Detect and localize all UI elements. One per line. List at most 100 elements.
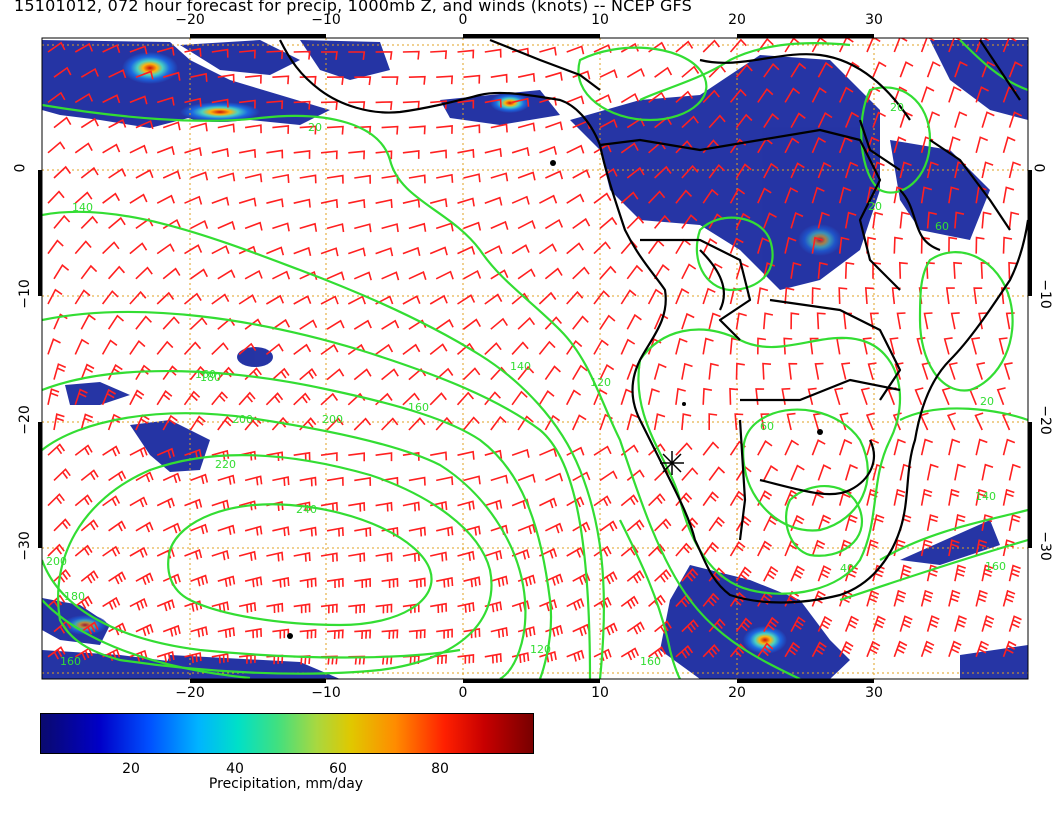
wind-barb [786, 412, 796, 431]
wind-barb [457, 450, 475, 460]
wind-barb [184, 549, 203, 560]
wind-barb [954, 615, 967, 632]
lon-tick-bottom: 0 [458, 685, 468, 701]
wind-barb [811, 87, 827, 103]
wind-barb [517, 415, 534, 431]
wind-barb [348, 247, 366, 257]
wind-barb [463, 475, 481, 485]
wind-barb [217, 575, 236, 587]
wind-barb [430, 451, 448, 461]
wind-barb [156, 340, 174, 355]
wind-barb [135, 169, 154, 179]
colorbar-label: Precipitation, mm/day [208, 776, 364, 792]
wind-barb [484, 48, 502, 58]
wind-barb [457, 602, 475, 613]
wind-barb [135, 471, 154, 483]
wind-barb [266, 149, 284, 159]
wind-barb [53, 165, 72, 179]
wind-barb [320, 552, 338, 562]
wind-barb [156, 599, 175, 612]
lon-tick-top: −20 [175, 12, 205, 28]
wind-barb [457, 99, 475, 109]
wind-barb [436, 75, 454, 85]
wind-barb [238, 602, 257, 613]
lon-tick-top: 30 [865, 12, 883, 28]
wind-barb [217, 123, 235, 133]
wind-barb [265, 392, 284, 406]
wind-barb [217, 317, 236, 330]
wind-barb [129, 597, 148, 611]
wind-barb [135, 623, 154, 637]
wind-barb [620, 289, 637, 305]
wind-barb [790, 464, 805, 481]
wind-barb [511, 341, 529, 355]
wind-barb [435, 367, 454, 381]
wind-barb [511, 195, 530, 205]
wind-barb [866, 539, 879, 557]
wind-barb [47, 239, 64, 255]
contour-label: 240 [296, 503, 317, 516]
wind-barb [790, 616, 806, 632]
wind-barb [708, 516, 725, 532]
wind-barb [626, 67, 645, 78]
wind-barb [265, 294, 285, 305]
wind-barb [299, 526, 317, 537]
wind-barb [807, 387, 817, 405]
wind-barb [53, 518, 71, 532]
wind-barb [457, 49, 475, 59]
wind-barb [129, 340, 146, 355]
wind-barb [841, 362, 851, 380]
wind-barb [47, 141, 66, 154]
wind-barb [735, 312, 747, 330]
wind-barb [572, 315, 589, 330]
wind-barb [266, 50, 284, 60]
wind-barb [926, 161, 939, 179]
wind-barb [981, 161, 994, 179]
wind-barb [538, 243, 557, 255]
wind-barb [975, 236, 985, 254]
wind-barb [430, 100, 447, 110]
wind-barb [156, 497, 175, 509]
wind-barb [893, 438, 906, 456]
wind-barb [463, 269, 482, 280]
wind-barb [184, 244, 203, 255]
wind-barb [757, 540, 772, 557]
wind-barb [681, 164, 699, 179]
wind-barb [108, 265, 126, 280]
wind-barb [47, 338, 61, 355]
wind-barb [872, 615, 886, 632]
wind-barb [817, 61, 833, 78]
wind-barb [490, 474, 509, 484]
wind-barb [299, 629, 317, 639]
wind-barb [183, 341, 202, 355]
wind-barb [675, 442, 693, 456]
wind-barb [108, 216, 126, 230]
contour-label: 140 [72, 201, 93, 214]
wind-barb [920, 86, 935, 103]
wind-barb [47, 543, 65, 557]
contour-label: 60 [935, 220, 949, 233]
wind-barb [162, 170, 181, 180]
wind-barb [435, 318, 454, 330]
wind-barb [320, 198, 339, 208]
wind-barb [517, 122, 536, 132]
wind-barb [348, 603, 366, 614]
wind-barb [517, 473, 536, 483]
wind-barb [571, 414, 587, 431]
wind-barb [838, 236, 850, 254]
wind-barb [1002, 186, 1015, 204]
wind-barb [948, 539, 960, 557]
wind-barb [80, 264, 98, 280]
wind-barb [572, 471, 591, 482]
wind-barb [190, 626, 208, 638]
wind-barb [272, 526, 290, 537]
wind-barb [735, 113, 753, 129]
wind-barb [129, 193, 148, 204]
colorbar-tick: 60 [329, 761, 347, 777]
wind-barb [80, 215, 99, 229]
wind-barb [375, 247, 394, 257]
wind-barb [539, 194, 558, 204]
wind-barb [599, 69, 618, 79]
wind-barb [375, 552, 393, 562]
wind-barb [347, 295, 366, 305]
